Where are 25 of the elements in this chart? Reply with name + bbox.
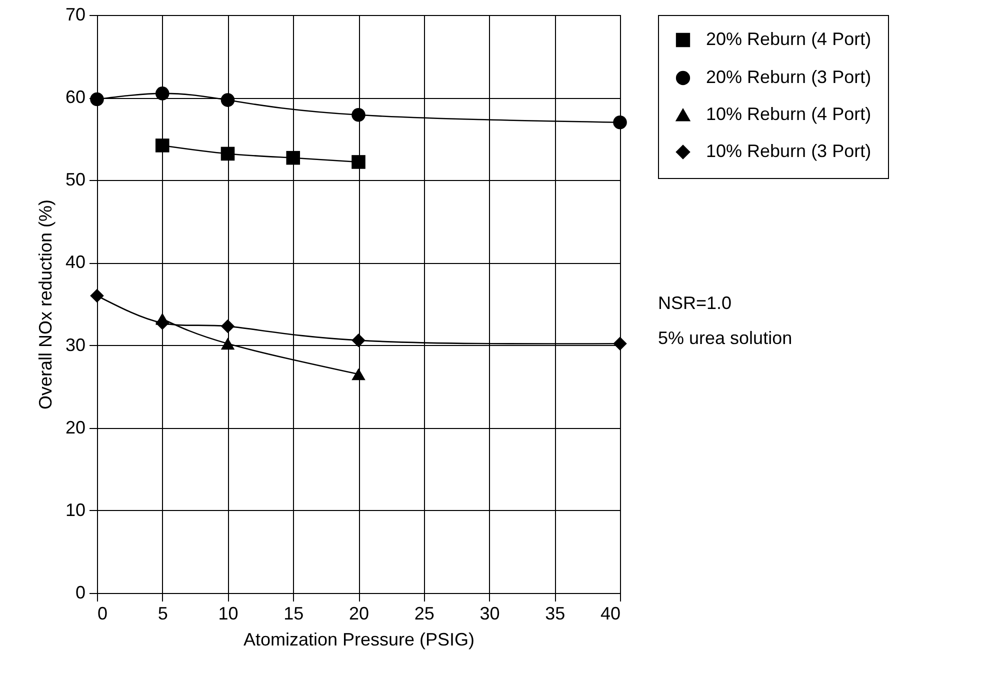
- text: NSR=1.0: [658, 293, 732, 314]
- y-tick-label: 30: [65, 334, 86, 355]
- y-axis-title: Overall NOx reduction (%): [35, 199, 56, 410]
- y-tick-label: 20: [65, 417, 86, 438]
- x-tick-label: 5: [158, 604, 168, 624]
- legend-label: 20% Reburn (4 Port): [706, 29, 872, 49]
- x-axis-title: Atomization Pressure (PSIG): [243, 630, 475, 650]
- y-tick-label: 60: [65, 87, 86, 108]
- y-tick-label: 50: [65, 170, 86, 190]
- y-tick-label: 40: [65, 252, 86, 272]
- legend-label: 20% Reburn (3 Port): [706, 67, 872, 87]
- legend-label: 10% Reburn (4 Port): [706, 104, 872, 124]
- legend-label: 10% Reburn (3 Port): [706, 141, 872, 161]
- text: 5% urea solution: [658, 328, 792, 349]
- x-tick-label: 30: [480, 604, 500, 624]
- x-tick-label: 15: [284, 604, 304, 624]
- x-tick-label: 0: [98, 604, 108, 624]
- x-tick-label: 40: [600, 604, 620, 624]
- x-tick-label: 10: [218, 604, 238, 624]
- x-tick-label: 25: [414, 604, 434, 624]
- x-tick-label: 35: [545, 604, 566, 624]
- y-tick-label: 0: [75, 582, 86, 602]
- y-tick-label: 10: [65, 500, 86, 520]
- y-tick-label: 70: [65, 4, 86, 24]
- x-tick-label: 20: [348, 604, 370, 624]
